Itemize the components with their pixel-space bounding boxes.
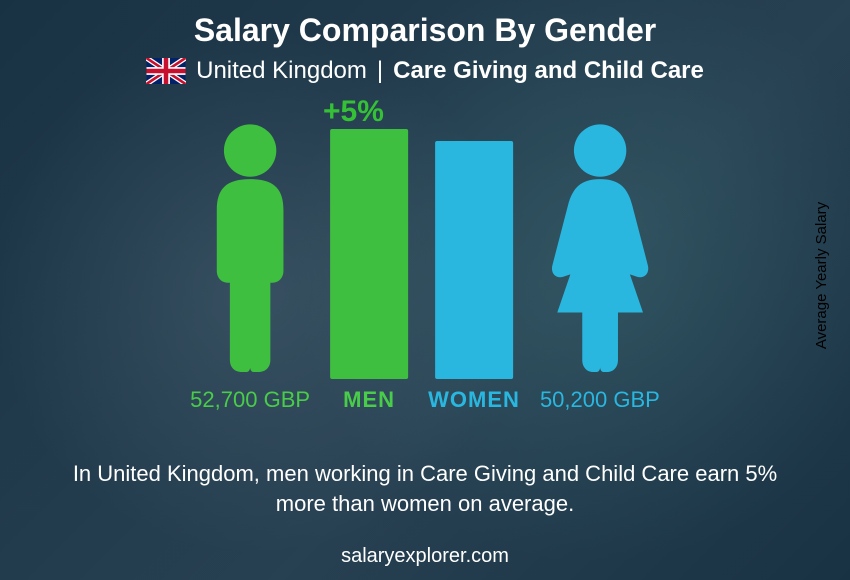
men-salary-label: 52,700 GBP xyxy=(190,387,310,413)
women-salary-label: 50,200 GBP xyxy=(540,387,660,413)
men-bar-label: MEN xyxy=(343,387,395,413)
page-title: Salary Comparison By Gender xyxy=(0,0,850,49)
women-column: 50,200 GBP xyxy=(540,122,660,413)
y-axis-label: Average Yearly Salary xyxy=(814,201,831,348)
subtitle-row: United Kingdom | Care Giving and Child C… xyxy=(0,57,850,85)
subtitle-separator: | xyxy=(377,57,383,85)
caption-text: In United Kingdom, men working in Care G… xyxy=(0,459,850,518)
man-icon xyxy=(190,122,310,377)
women-bar-column: WOMEN xyxy=(428,141,520,413)
men-bar-column: MEN xyxy=(330,129,408,413)
women-bar-label: WOMEN xyxy=(428,387,520,413)
women-bar xyxy=(435,141,513,379)
uk-flag-icon xyxy=(146,58,186,84)
men-bar xyxy=(330,129,408,379)
woman-icon xyxy=(540,122,660,377)
men-column: 52,700 GBP xyxy=(190,122,310,413)
y-axis-label-wrap: Average Yearly Salary xyxy=(812,95,832,455)
footer-source: salaryexplorer.com xyxy=(0,545,850,568)
infographic-content: Salary Comparison By Gender United Kingd… xyxy=(0,0,850,580)
bars-and-icons: 52,700 GBP MEN WOMEN 50,20 xyxy=(190,122,660,413)
subtitle-sector: Care Giving and Child Care xyxy=(393,57,704,85)
chart-area: +5% 52,700 GBP MEN WOMEN xyxy=(0,95,850,455)
subtitle-country: United Kingdom xyxy=(196,57,367,85)
